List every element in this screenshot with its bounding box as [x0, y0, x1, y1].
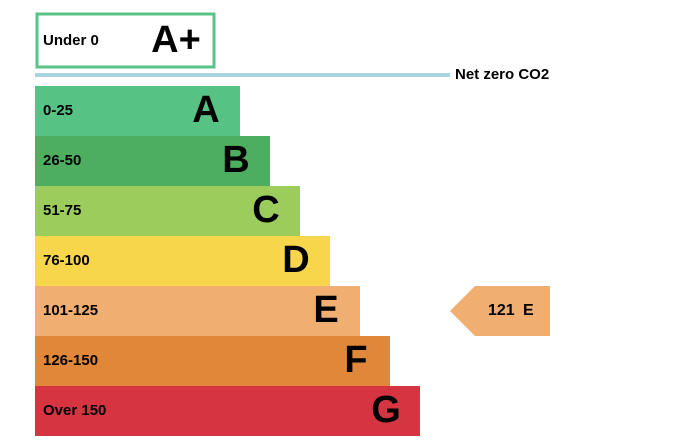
band: [35, 386, 420, 436]
band: [35, 336, 390, 386]
band-range: 0-25: [43, 102, 73, 119]
band: [35, 86, 240, 136]
band-range: 126-150: [43, 352, 98, 369]
band-range: 51-75: [43, 202, 81, 219]
band-range: 101-125: [43, 302, 98, 319]
current-value: 121: [488, 302, 515, 319]
band-letter: F: [344, 339, 367, 381]
net-zero-label: Net zero CO2: [455, 66, 549, 83]
band-letter: D: [282, 239, 309, 281]
top-range: Under 0: [43, 32, 99, 49]
top-box: [35, 12, 216, 69]
band-letter: B: [222, 139, 249, 181]
band: [35, 286, 360, 336]
band: [35, 136, 270, 186]
top-letter: A+: [151, 19, 201, 61]
band-letter: C: [252, 189, 279, 231]
band: [35, 236, 330, 286]
band-range: 26-50: [43, 152, 81, 169]
band: [35, 186, 300, 236]
band-range: Over 150: [43, 402, 106, 419]
band-letter: E: [313, 289, 338, 331]
band-letter: G: [371, 389, 401, 431]
band-range: 76-100: [43, 252, 90, 269]
band-letter: A: [192, 89, 219, 131]
current-pointer: [450, 286, 550, 336]
current-letter: E: [523, 302, 534, 319]
